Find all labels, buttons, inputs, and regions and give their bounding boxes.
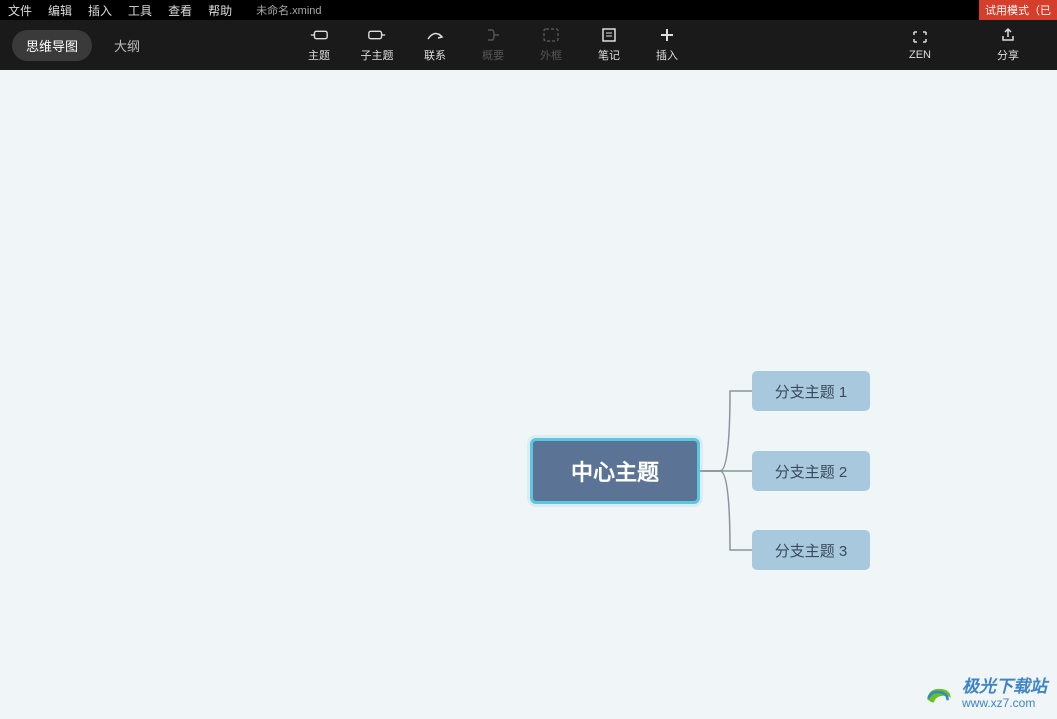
zen-icon [910, 29, 930, 45]
relationship-label: 联系 [424, 47, 446, 63]
menu-help[interactable]: 帮助 [208, 2, 232, 19]
trial-mode-badge[interactable]: 试用模式（已 [979, 0, 1057, 20]
branch-topic-2[interactable]: 分支主题 2 [752, 451, 870, 491]
share-button[interactable]: 分享 [979, 21, 1037, 69]
boundary-button: 外框 [522, 21, 580, 69]
notes-label: 笔记 [598, 47, 620, 63]
watermark-logo-icon [922, 677, 956, 711]
tool-group-main: 主题 子主题 联系 概要 外框 [290, 21, 696, 69]
menu-tools[interactable]: 工具 [128, 2, 152, 19]
toolbar: 思维导图 大纲 主题 子主题 联系 概要 [0, 20, 1057, 70]
tool-group-right: ZEN 分享 [891, 21, 1037, 69]
central-topic-label: 中心主题 [571, 455, 659, 487]
insert-button[interactable]: 插入 [638, 21, 696, 69]
subtopic-label: 子主题 [361, 47, 394, 63]
branch-topic-3-label: 分支主题 3 [775, 540, 848, 561]
central-topic[interactable]: 中心主题 [530, 438, 700, 504]
boundary-label: 外框 [540, 47, 562, 63]
insert-label: 插入 [656, 47, 678, 63]
watermark-url: www.xz7.com [962, 697, 1047, 710]
summary-label: 概要 [482, 47, 504, 63]
boundary-icon [541, 27, 561, 43]
view-tabs: 思维导图 大纲 [12, 30, 154, 61]
share-label: 分享 [997, 47, 1019, 63]
branch-topic-1-label: 分支主题 1 [775, 381, 848, 402]
tab-outline[interactable]: 大纲 [100, 30, 154, 61]
plus-icon [657, 27, 677, 43]
notes-button[interactable]: 笔记 [580, 21, 638, 69]
file-title: 未命名.xmind [256, 2, 321, 18]
menu-file[interactable]: 文件 [8, 2, 32, 19]
branch-topic-1[interactable]: 分支主题 1 [752, 371, 870, 411]
subtopic-button[interactable]: 子主题 [348, 21, 406, 69]
topic-label: 主题 [308, 47, 330, 63]
watermark: 极光下载站 www.xz7.com [922, 677, 1047, 711]
notes-icon [599, 27, 619, 43]
relationship-icon [425, 27, 445, 43]
menu-view[interactable]: 查看 [168, 2, 192, 19]
relationship-button[interactable]: 联系 [406, 21, 464, 69]
zen-label: ZEN [909, 49, 931, 61]
menu-bar: 文件 编辑 插入 工具 查看 帮助 未命名.xmind [0, 0, 1057, 20]
topic-icon [309, 27, 329, 43]
mindmap-canvas[interactable]: 中心主题 分支主题 1 分支主题 2 分支主题 3 极光下载站 www.xz7.… [0, 70, 1057, 719]
summary-button: 概要 [464, 21, 522, 69]
menu-insert[interactable]: 插入 [88, 2, 112, 19]
summary-icon [483, 27, 503, 43]
menu-edit[interactable]: 编辑 [48, 2, 72, 19]
share-icon [998, 27, 1018, 43]
branch-topic-3[interactable]: 分支主题 3 [752, 530, 870, 570]
topic-button[interactable]: 主题 [290, 21, 348, 69]
watermark-title: 极光下载站 [962, 678, 1047, 697]
tab-mindmap[interactable]: 思维导图 [12, 30, 92, 61]
branch-topic-2-label: 分支主题 2 [775, 461, 848, 482]
connectors [0, 70, 1057, 719]
subtopic-icon [367, 27, 387, 43]
zen-button[interactable]: ZEN [891, 21, 949, 69]
